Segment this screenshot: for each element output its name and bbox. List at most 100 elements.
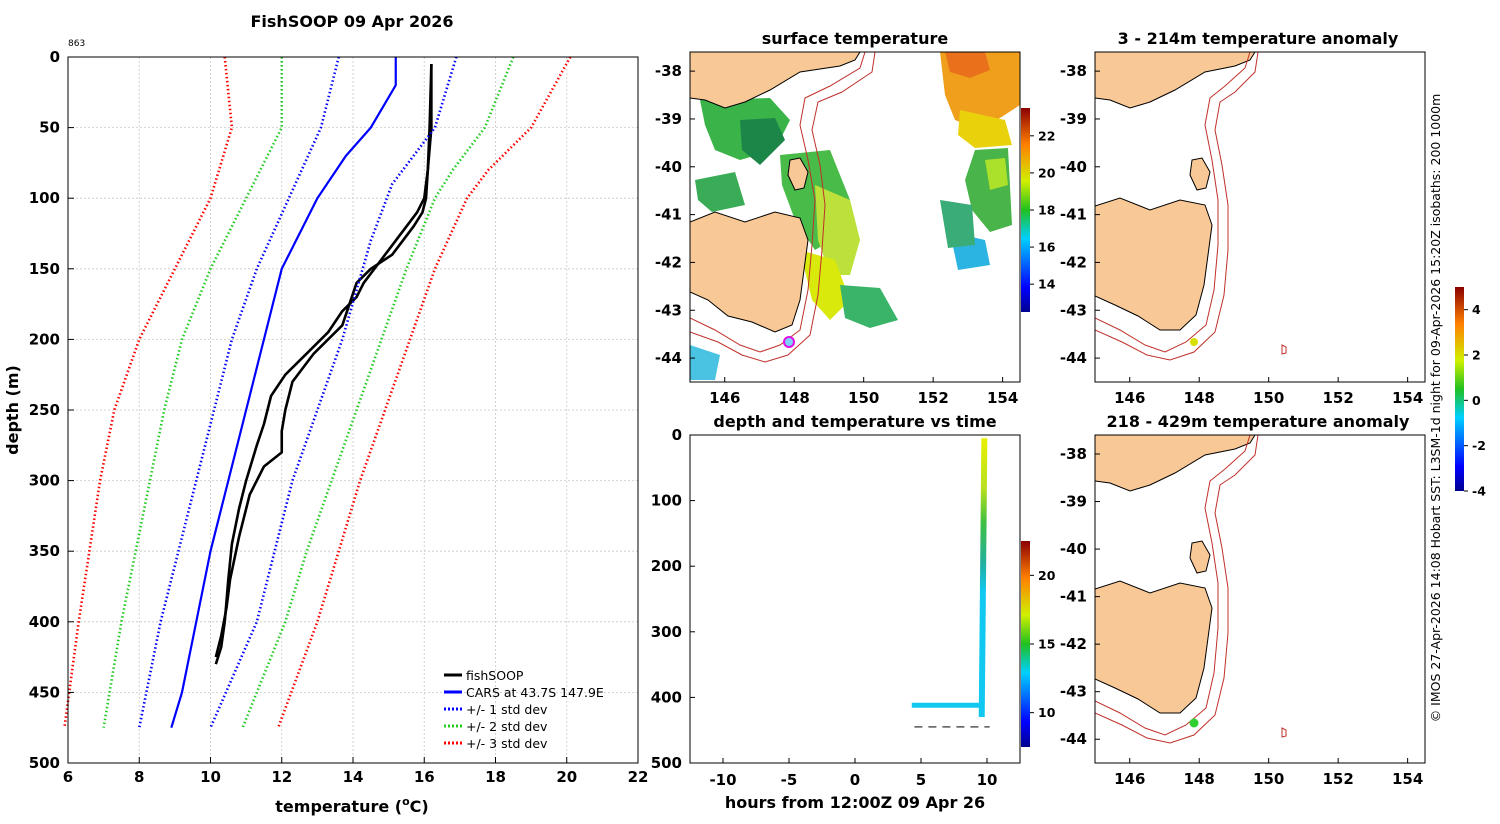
anomaly-map-deep-title: 218 - 429m temperature anomaly xyxy=(1107,412,1410,431)
a2-ticklabel-y: -39 xyxy=(1060,493,1087,511)
sst-patch-coast-yellow xyxy=(800,250,850,320)
profile-ticklabel-x: 6 xyxy=(63,768,73,786)
sst-patch-sw-cyan xyxy=(690,345,720,380)
profile-series-1 xyxy=(214,64,433,658)
time-plot-xlabel: hours from 12:00Z 09 Apr 26 xyxy=(725,793,985,812)
time-ticklabel-y: 300 xyxy=(651,623,682,641)
time-ticklabel-x: -10 xyxy=(709,771,736,789)
profile-ticklabel-y: 350 xyxy=(29,542,60,560)
anomaly-map-deep-panel: 218 - 429m temperature anomaly 146 148 150… xyxy=(1060,412,1426,788)
profile-legend: fishSOOP CARS at 43.7S 147.9E +/- 1 std … xyxy=(444,668,604,751)
anomaly-colorbar-ticklabel: 2 xyxy=(1472,348,1481,363)
profile-series-2 xyxy=(170,57,397,729)
anomaly-map-shallow-frame xyxy=(1094,51,1426,383)
sst-land xyxy=(690,52,861,333)
anomaly-colorbar-ticklabel: 0 xyxy=(1472,393,1481,408)
profile-ticklabel-y: 300 xyxy=(29,472,60,490)
a2-ticklabel-y: -38 xyxy=(1060,445,1087,463)
sst-ticklabel-y: -42 xyxy=(655,253,682,271)
legend-label-cars: CARS at 43.7S 147.9E xyxy=(466,685,604,700)
anomaly-map-shallow-marker xyxy=(1190,338,1198,346)
legend-label-sd1: +/- 1 std dev xyxy=(466,702,548,717)
sst-land-mainland xyxy=(690,52,861,109)
anomaly-map-shallow-ticks: 146 148 150 152 154 -38 -39 -40 -41 -42 -43 -44 xyxy=(1060,62,1423,407)
anomaly-colorbar-ticklabel: -4 xyxy=(1472,484,1486,499)
time-ticklabel-y: 400 xyxy=(651,688,682,706)
anomaly-map-deep-ticks: 146 148 150 152 154 -38 -39 -40 -41 -42 -43 -44 xyxy=(1060,445,1423,788)
profile-lines xyxy=(63,56,572,729)
time-ticklabel-y: 200 xyxy=(651,557,682,575)
time-plot-panel: depth and temperature vs time -10 -5 0 5 100… xyxy=(651,412,1056,812)
legend-label-obs: fishSOOP xyxy=(466,668,524,683)
sst-map-ticks: 146 148 150 152 154 -38 -39 -40 -41 -42 -43 -44 xyxy=(655,62,1018,407)
anomaly-colorbar-ticklabel: 4 xyxy=(1472,302,1481,317)
sst-ticklabel-y: -44 xyxy=(655,349,682,367)
a1-ticklabel-x: 148 xyxy=(1184,389,1215,407)
profile-series-5 xyxy=(241,56,515,729)
a2-ticklabel-y: -44 xyxy=(1060,730,1087,748)
sst-colorbar-ticklabel: 22 xyxy=(1038,128,1055,143)
a2-ticklabel-y: -41 xyxy=(1060,588,1087,606)
profile-ticklabel-x: 10 xyxy=(200,768,221,786)
sst-colorbar-ticklabel: 16 xyxy=(1038,240,1056,255)
profile-series-8 xyxy=(63,56,234,728)
sst-land-flinders xyxy=(787,157,809,191)
a2-ticklabel-x: 152 xyxy=(1323,770,1354,788)
anomaly-map-shallow-title: 3 - 214m temperature anomaly xyxy=(1118,29,1399,48)
sst-patch-ne-orange xyxy=(945,52,990,78)
a1-ticklabel-x: 152 xyxy=(1323,389,1354,407)
profile-ticklabel-y: 450 xyxy=(29,683,60,701)
profile-series-6 xyxy=(102,57,284,728)
sst-patch-w-dark xyxy=(740,118,785,165)
time-colorbar: 10 15 20 xyxy=(1021,541,1056,747)
profile-ticklabel-y: 0 xyxy=(50,48,60,66)
a1-ticklabel-y: -42 xyxy=(1060,253,1087,271)
anomaly-colorbar-ticks: -4 -2 0 2 4 xyxy=(1464,302,1486,499)
a2-ticklabel-x: 150 xyxy=(1253,770,1284,788)
profile-id: 863 xyxy=(68,39,85,49)
a2-land-tasmania xyxy=(1095,580,1213,714)
a1-ticklabel-y: -41 xyxy=(1060,206,1087,224)
profile-ticklabel-x: 22 xyxy=(628,768,649,786)
a2-ticklabel-y: -40 xyxy=(1060,540,1087,558)
a2-ticklabel-y: -42 xyxy=(1060,635,1087,653)
profile-series-4 xyxy=(137,56,341,728)
profile-ylabel: depth (m) xyxy=(3,365,22,455)
profile-ticklabel-x: 18 xyxy=(485,768,506,786)
sst-map-title: surface temperature xyxy=(762,29,949,48)
a1-ticklabel-x: 154 xyxy=(1392,389,1423,407)
profile-series-3 xyxy=(209,56,458,729)
sst-colorbar-ticklabel: 20 xyxy=(1038,165,1056,180)
profile-ticklabel-x: 12 xyxy=(271,768,292,786)
a2-ticklabel-x: 148 xyxy=(1184,770,1215,788)
anomaly-colorbar: -4 -2 0 2 4 xyxy=(1455,287,1486,499)
a2-land-flinders xyxy=(1189,540,1211,574)
profile-ticks: 6 8 10 12 14 16 18 20 22 0 50 100 150 200 250 300 350 400… xyxy=(29,48,649,786)
profile-ticklabel-y: 150 xyxy=(29,260,60,278)
sst-ticklabel-x: 154 xyxy=(987,389,1018,407)
profile-title: FishSOOP 09 Apr 2026 xyxy=(250,12,453,31)
time-ticklabel-y: 500 xyxy=(651,754,682,772)
anomaly-colorbar-ticklabel: -2 xyxy=(1472,438,1486,453)
profile-series-7 xyxy=(276,56,572,729)
sst-patch-e-lime xyxy=(985,158,1008,190)
a2-ticklabel-x: 154 xyxy=(1392,770,1423,788)
sst-colorbar-ticklabel: 14 xyxy=(1038,277,1056,292)
profile-ticklabel-y: 100 xyxy=(29,189,60,207)
a1-ticklabel-x: 150 xyxy=(1253,389,1284,407)
profile-ticklabel-y: 250 xyxy=(29,401,60,419)
time-ticklabel-y: 100 xyxy=(651,492,682,510)
sst-colorbar: 14 16 18 20 22 xyxy=(1021,108,1056,312)
profile-panel: FishSOOP 09 Apr 2026 863 6 8 10 12 14 16 18 20 2… xyxy=(3,12,648,816)
time-ticklabel-x: 10 xyxy=(977,771,998,789)
sst-ticklabel-x: 150 xyxy=(848,389,879,407)
sst-profile-marker xyxy=(783,336,795,348)
profile-ticklabel-y: 400 xyxy=(29,613,60,631)
profile-ticklabel-x: 16 xyxy=(414,768,435,786)
profile-ticklabel-x: 14 xyxy=(343,768,364,786)
anomaly-map-shallow-panel: 3 - 214m temperature anomaly 146 148 150 15… xyxy=(1060,29,1426,407)
sst-colorbar-ticklabel: 18 xyxy=(1038,203,1055,218)
a1-ticklabel-y: -40 xyxy=(1060,158,1087,176)
